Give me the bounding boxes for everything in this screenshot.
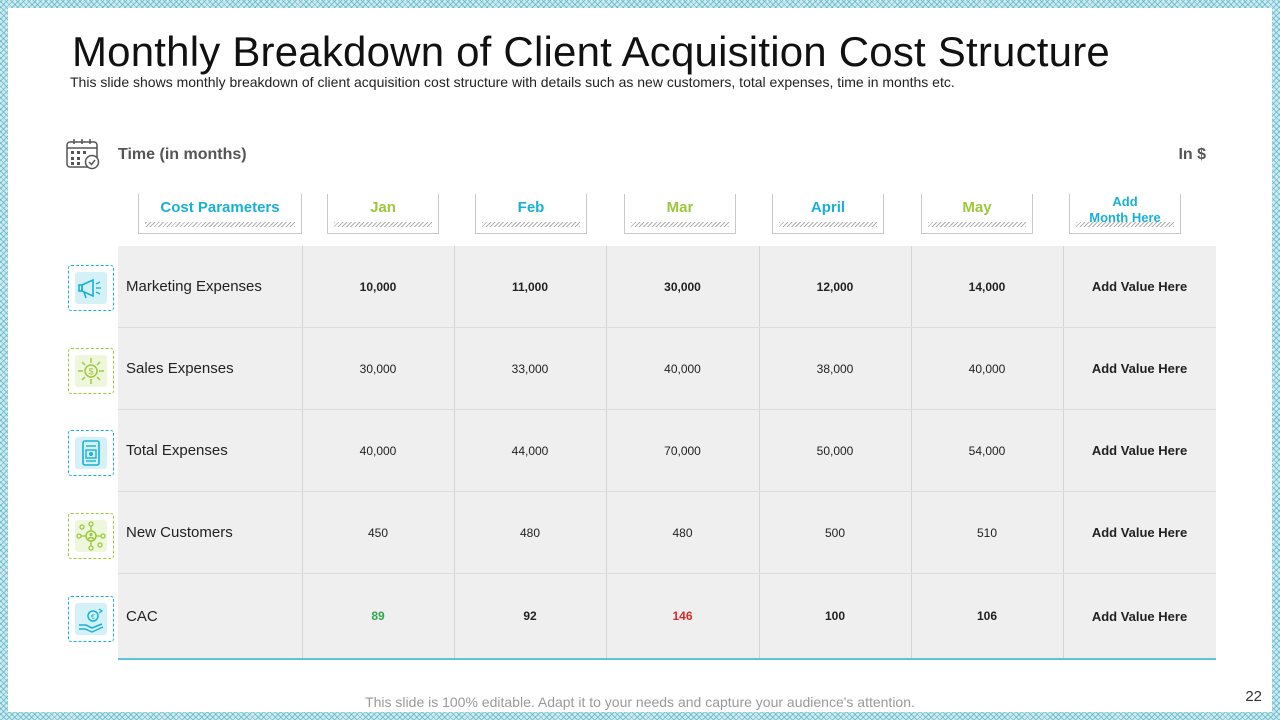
table-row-new-customers: New Customers 450 480 480 500 510 Add Va… [118,492,1216,574]
table-cell: 14,000 [968,279,1006,294]
table-cell-placeholder: Add Value Here [1091,279,1188,294]
col-hatch [779,222,877,227]
table-cell: 10,000 [359,279,397,294]
slide-title: Monthly Breakdown of Client Acquisition … [72,28,1110,75]
table-cell: 500 [824,525,846,540]
table-cell: 450 [367,525,389,540]
table-cell: 38,000 [816,361,854,376]
col-hatch [928,222,1026,227]
table-cell-cac-low: 89 [371,609,385,623]
col-hatch [1076,222,1174,227]
megaphone-icon-box [68,265,114,311]
document-money-icon-box [68,430,114,476]
col-label: Jan [370,199,396,216]
row-label: New Customers [126,524,233,541]
table-cell: 44,000 [511,443,549,458]
table-row-sales-expenses: Sales Expenses 30,000 33,000 40,000 38,0… [118,328,1216,410]
col-head-jan: Jan [327,194,439,234]
col-divider [302,246,303,658]
col-label: May [962,199,992,216]
table-cell: 40,000 [359,443,397,458]
col-hatch [482,222,580,227]
col-hatch [334,222,432,227]
row-label: Total Expenses [126,442,228,459]
col-divider [454,246,455,658]
col-label: April [810,199,846,216]
table-cell-placeholder: Add Value Here [1091,525,1188,540]
table-row-cac: CAC 89 92 146 100 106 Add Value Here [118,574,1216,658]
table-cell: 50,000 [816,443,854,458]
megaphone-icon [78,278,101,299]
table-cell-cac-high: 146 [672,609,693,623]
table-cell: 510 [976,525,998,540]
col-divider [606,246,607,658]
table-cell: 92 [523,609,537,623]
table-cell: 40,000 [968,361,1006,376]
svg-text:$: $ [88,367,93,377]
row-label: Sales Expenses [126,360,234,377]
col-head-mar: Mar [624,194,736,234]
table-cell: 11,000 [511,279,549,294]
col-divider [911,246,912,658]
table-cell: 54,000 [968,443,1006,458]
customer-network-icon [76,521,106,551]
table-cell: 30,000 [664,279,701,294]
col-head-cost-parameters: Cost Parameters [138,194,302,234]
icon-bg [75,272,107,304]
table-cell-placeholder: Add Value Here [1091,443,1188,458]
slide-subtitle: This slide shows monthly breakdown of cl… [70,74,955,90]
col-head-add-month: Add Month Here [1069,194,1181,234]
col-head-may: May [921,194,1033,234]
table-cell-placeholder: Add Value Here [1091,361,1188,376]
page-number: 22 [1245,688,1262,705]
col-hatch [145,222,295,227]
calendar-icon [66,139,100,170]
row-label: CAC [126,607,158,625]
table-cell: 30,000 [359,361,397,376]
table-row-total-expenses: Total Expenses 40,000 44,000 70,000 50,0… [118,410,1216,492]
footer-note: This slide is 100% editable. Adapt it to… [365,694,915,710]
table-cell-placeholder: Add Value Here [1091,608,1188,624]
document-money-icon [82,440,100,466]
table-row-marketing-expenses: Marketing Expenses 10,000 11,000 30,000 … [118,246,1216,328]
cost-table: Marketing Expenses 10,000 11,000 30,000 … [118,246,1216,660]
col-label: Feb [517,199,545,216]
table-cell: 480 [519,525,541,540]
table-cell: 480 [672,525,693,540]
hand-coin-icon-box: € [68,596,114,642]
table-cell: 106 [976,609,998,623]
svg-text:€: € [91,614,95,621]
hand-coin-icon: € [79,608,104,633]
table-cell: 70,000 [664,443,701,458]
col-label: Mar [666,199,694,216]
col-head-feb: Feb [475,194,587,234]
table-cell: 33,000 [511,361,549,376]
time-label: Time (in months) [118,146,247,163]
col-divider [759,246,760,658]
col-divider [1063,246,1064,658]
col-label-line2: Month Here [1089,210,1161,225]
table-cell: 12,000 [816,279,854,294]
customer-network-icon-box [68,513,114,559]
table-cell: 40,000 [664,361,701,376]
col-label-line1: Add [1112,194,1138,209]
col-label: Add Month Here [1070,194,1180,226]
table-cell: 100 [824,609,846,623]
col-head-april: April [772,194,884,234]
row-label: Marketing Expenses [126,278,262,295]
col-label: Cost Parameters [160,199,280,216]
slide: Monthly Breakdown of Client Acquisition … [8,8,1272,712]
col-hatch [631,222,729,227]
dollar-gear-icon: $ [78,358,104,384]
unit-label: In $ [1178,146,1206,163]
dollar-gear-icon-box: $ [68,348,114,394]
